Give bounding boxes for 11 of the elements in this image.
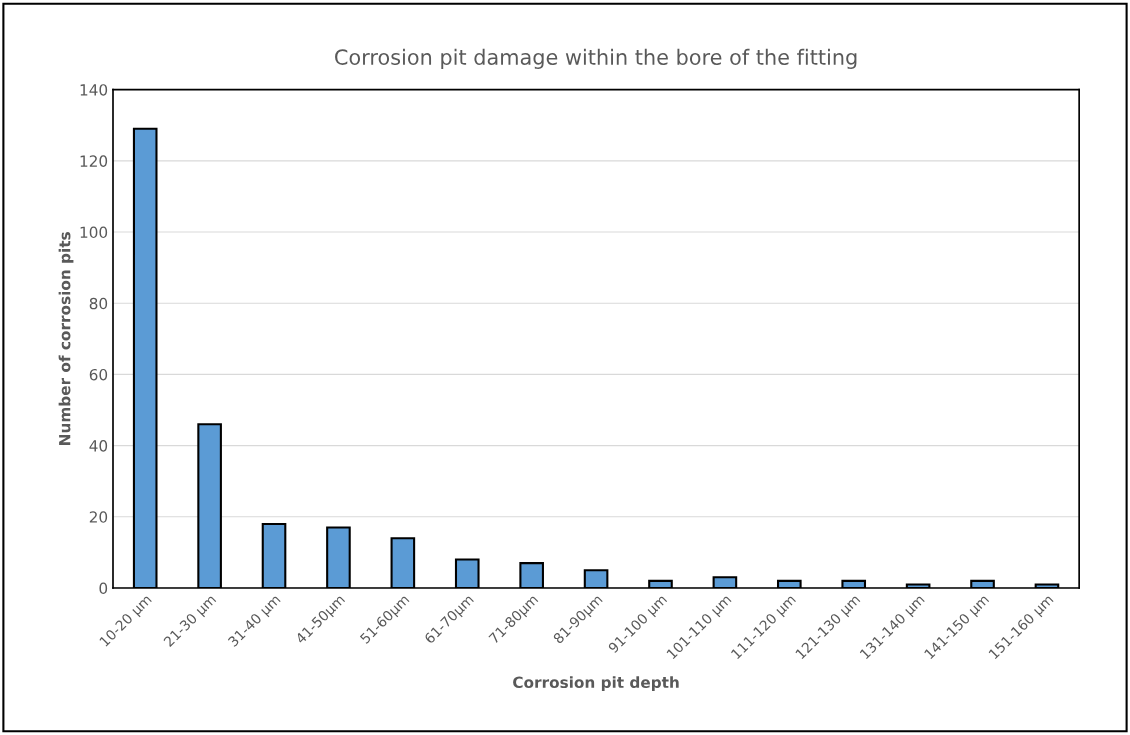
y-axis-title: Number of corrosion pits [58, 232, 74, 445]
y-tick-label: 20 [89, 511, 108, 523]
chart-title: Corrosion pit damage within the bore of the fitting [335, 48, 857, 69]
x-axis-title: Corrosion pit depth [513, 676, 679, 692]
y-tick-label: 140 [80, 84, 108, 96]
y-tick-label: 60 [89, 368, 108, 381]
y-tick-label: 40 [89, 440, 108, 452]
y-tick-label: 120 [80, 155, 108, 167]
y-tick-label: 0 [99, 582, 108, 595]
y-tick-label: 100 [80, 226, 108, 239]
y-tick-label: 80 [89, 297, 108, 310]
